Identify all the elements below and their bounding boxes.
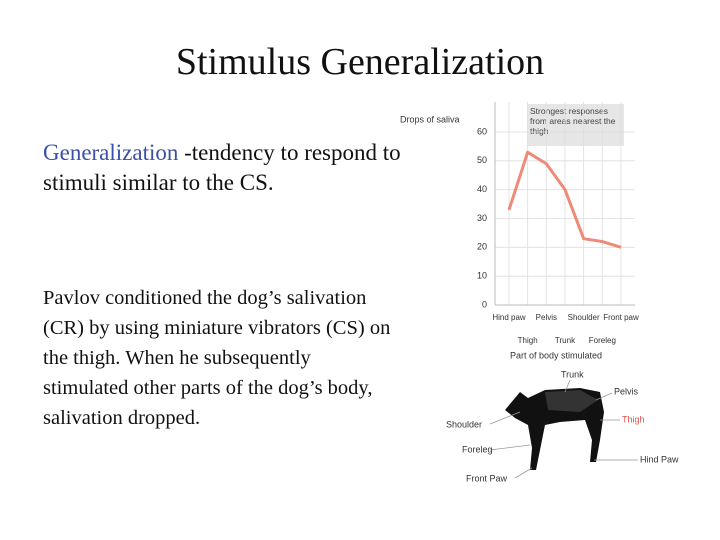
- annotation: Strongest responses from areas nearest t…: [530, 106, 616, 136]
- x-tick-label: Hind paw: [492, 313, 526, 322]
- data-line: [507, 150, 622, 249]
- annotation-box: [527, 104, 624, 146]
- x-axis-label: Part of body stimulated: [510, 350, 602, 360]
- x-tick-label: Trunk: [555, 336, 576, 345]
- dog-label: Front Paw: [466, 473, 508, 483]
- dog-label: Shoulder: [446, 419, 482, 429]
- dog-diagram: Trunk Pelvis Thigh Shoulder Foreleg Hind…: [446, 369, 679, 483]
- leader: [489, 411, 521, 425]
- y-tick-label: 10: [477, 271, 487, 281]
- x-tick-label: Thigh: [518, 336, 538, 345]
- dog-saddle: [545, 390, 598, 412]
- leader: [489, 444, 531, 451]
- dog-label: Trunk: [561, 369, 584, 379]
- y-tick-label: 30: [477, 213, 487, 223]
- leader: [514, 467, 533, 479]
- term: Generalization: [43, 140, 179, 165]
- x-tick-label: Shoulder: [568, 313, 600, 322]
- x-tick-label: Pelvis: [536, 313, 557, 322]
- annotation-wrap: Strongest responses from areas nearest t…: [530, 106, 616, 136]
- dog-label: Hind Paw: [640, 454, 679, 464]
- dog-label: Thigh: [622, 414, 645, 424]
- x-tick-label: Foreleg: [589, 336, 616, 345]
- y-axis-label: Drops of saliva: [400, 114, 460, 124]
- leader: [595, 392, 613, 401]
- leader: [564, 379, 571, 393]
- dog-label: Pelvis: [614, 386, 639, 396]
- y-tick-label: 0: [482, 299, 487, 309]
- dog-label: Foreleg: [462, 444, 493, 454]
- definition-text: -tendency to respond to stimuli similar …: [43, 140, 401, 195]
- y-tick-label: 20: [477, 242, 487, 252]
- paragraph: Pavlov conditioned the dog’s salivation …: [43, 287, 391, 429]
- slide-title: Stimulus Generalization: [175, 41, 545, 83]
- x-tick-label: Front paw: [603, 313, 639, 322]
- y-tick-label: 60: [477, 126, 487, 136]
- y-tick-label: 50: [477, 155, 487, 165]
- definition: Generalization -tendency to respond to s…: [43, 138, 403, 198]
- y-tick-label: 40: [477, 184, 487, 194]
